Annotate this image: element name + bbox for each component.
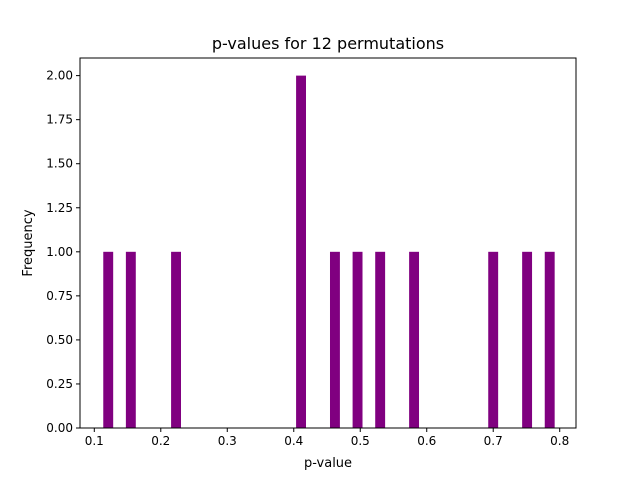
x-tick-label: 0.4 — [284, 434, 303, 448]
histogram-bar-3 — [171, 251, 181, 428]
y-tick-label: 0.50 — [46, 333, 73, 347]
histogram-bar-7 — [375, 251, 386, 428]
x-tick-label: 0.7 — [484, 434, 503, 448]
histogram-bar-10 — [522, 251, 533, 428]
x-tick-label: 0.8 — [550, 434, 569, 448]
histogram-bar-1 — [103, 251, 114, 428]
y-tick-label: 0.25 — [46, 377, 73, 391]
histogram-bar-5 — [329, 251, 340, 428]
x-tick-label: 0.2 — [151, 434, 170, 448]
y-tick-label: 1.75 — [46, 113, 73, 127]
x-tick-label: 0.3 — [218, 434, 237, 448]
histogram-bar-6 — [352, 251, 363, 428]
x-tick-label: 0.5 — [351, 434, 370, 448]
histogram-bar-2 — [125, 251, 136, 428]
y-tick-label: 1.00 — [46, 245, 73, 259]
y-tick-label: 1.50 — [46, 157, 73, 171]
y-axis-label: Frequency — [21, 209, 36, 276]
bars-layer — [103, 75, 555, 429]
y-tick-label: 1.25 — [46, 201, 73, 215]
plot-area-frame — [79, 57, 577, 429]
histogram-bar-4 — [296, 75, 306, 429]
chart-title: p-values for 12 permutations — [212, 34, 444, 53]
y-tick-label: 2.00 — [46, 69, 73, 83]
y-tick-label: 0.00 — [46, 421, 73, 435]
x-axis-label: p-value — [304, 456, 352, 471]
histogram-bar-9 — [488, 251, 499, 428]
x-tick-label: 0.6 — [417, 434, 436, 448]
histogram-bar-8 — [409, 251, 420, 428]
x-tick-label: 0.1 — [85, 434, 104, 448]
ticks-layer: 0.1 0.2 0.3 0.4 0.5 0.6 0.7 0.8 0.00 0.25 0.50 0.75… — [46, 69, 569, 448]
histogram-bar-11 — [544, 251, 555, 428]
y-tick-label: 0.75 — [46, 289, 73, 303]
